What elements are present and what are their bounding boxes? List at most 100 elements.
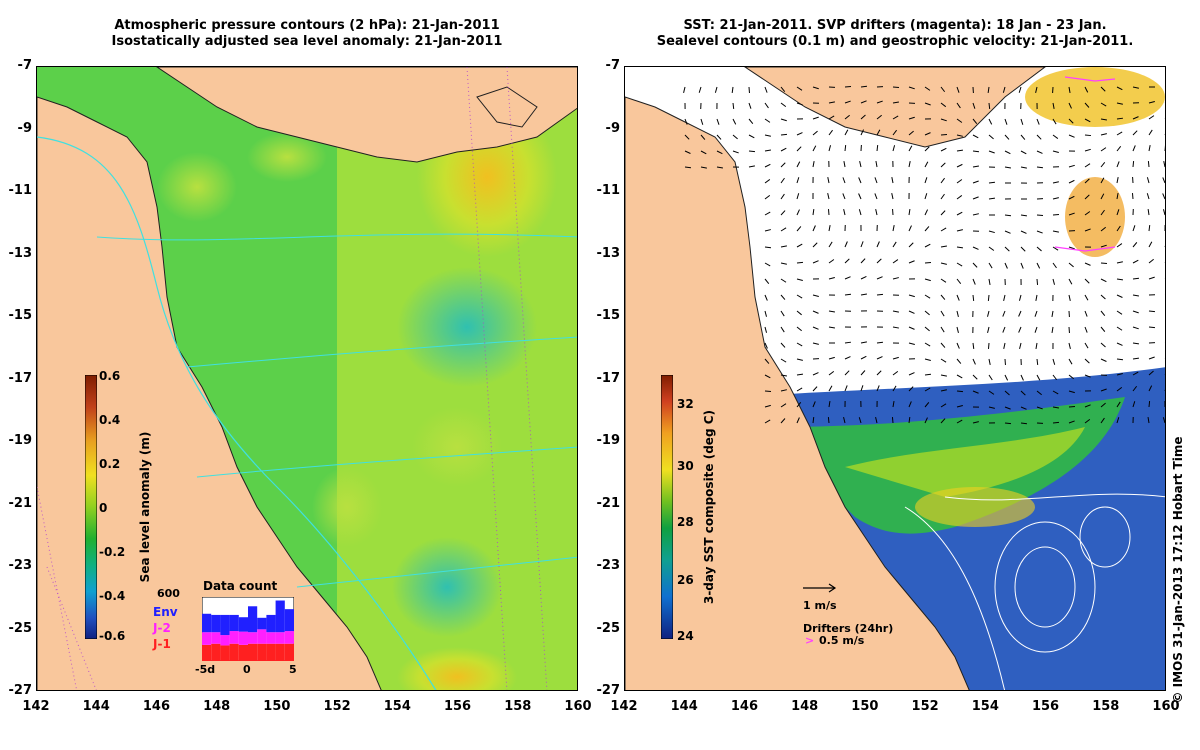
velocity-vector — [1036, 406, 1043, 410]
velocity-vector — [780, 193, 785, 200]
velocity-vector — [924, 209, 929, 216]
velocity-vector — [988, 374, 993, 381]
velocity-vector — [892, 259, 899, 264]
lat-tick-left-9: -25 — [8, 620, 33, 636]
velocity-vector — [828, 115, 835, 120]
velocity-vector — [1052, 374, 1058, 381]
data-count-bar-j2 — [257, 629, 267, 644]
velocity-vector — [876, 293, 884, 296]
velocity-vector — [1052, 134, 1059, 139]
velocity-vector — [716, 118, 720, 125]
velocity-vector — [940, 262, 947, 265]
velocity-vector — [908, 86, 915, 90]
velocity-vector — [812, 242, 818, 248]
velocity-vector — [892, 401, 895, 408]
sst-map-svg — [625, 67, 1165, 690]
velocity-vector — [1164, 262, 1165, 263]
velocity-vector — [1068, 86, 1071, 93]
velocity-vector — [812, 161, 815, 168]
velocity-vector — [876, 129, 881, 136]
velocity-vector — [1116, 225, 1121, 232]
velocity-vector — [1004, 262, 1008, 269]
velocity-vector — [844, 370, 850, 376]
velocity-vector — [844, 341, 852, 344]
velocity-vector — [764, 211, 771, 216]
velocity-vector — [764, 419, 771, 424]
sst-tick-5: 24 — [677, 629, 694, 643]
velocity-vector — [940, 294, 946, 300]
velocity-vector — [1116, 310, 1123, 315]
velocity-vector — [858, 417, 862, 424]
velocity-vector — [796, 387, 803, 392]
velocity-vector — [876, 276, 883, 280]
velocity-vector — [1052, 197, 1059, 200]
velocity-vector — [940, 177, 945, 184]
velocity-vector — [732, 134, 738, 140]
lat-tick-left-1: -9 — [17, 120, 32, 136]
velocity-vector — [1051, 310, 1054, 317]
velocity-vector — [796, 146, 802, 152]
velocity-vector — [956, 195, 963, 200]
velocity-vector — [1068, 390, 1075, 394]
velocity-vector — [796, 342, 803, 347]
data-count-chart — [202, 597, 294, 661]
velocity-vector — [940, 118, 947, 122]
velocity-vector — [1164, 389, 1165, 391]
velocity-vector — [924, 373, 932, 376]
velocity-vector — [812, 401, 816, 408]
lon-tick-right-9: 160 — [1152, 699, 1180, 714]
velocity-vector — [844, 100, 851, 104]
velocity-vector — [764, 390, 772, 393]
velocity-vector — [892, 145, 896, 152]
data-count-bar-j2 — [284, 631, 294, 644]
lat-tick-left-4: -15 — [8, 308, 33, 323]
velocity-vector — [1164, 278, 1165, 279]
lon-tick-left-5: 152 — [323, 699, 351, 714]
geostrophic-velocity-vectors — [683, 85, 1165, 425]
velocity-vector — [1003, 342, 1006, 349]
velocity-vector — [828, 310, 835, 313]
velocity-vector — [924, 294, 931, 299]
velocity-vector — [892, 385, 897, 392]
velocity-vector — [780, 262, 787, 265]
velocity-vector — [1004, 118, 1008, 125]
velocity-vector — [732, 102, 735, 110]
velocity-vector — [748, 150, 756, 153]
velocity-vector — [1068, 134, 1075, 138]
sst-tick-1: 32 — [677, 397, 694, 411]
velocity-vector — [940, 245, 947, 248]
velocity-vector — [940, 102, 947, 108]
velocity-vector — [1084, 134, 1092, 137]
velocity-vector — [1116, 373, 1123, 376]
velocity-vector — [796, 261, 804, 264]
velocity-vector — [796, 177, 800, 184]
data-count-bar-j1 — [229, 643, 239, 661]
data-count-bar-j2 — [211, 632, 221, 644]
sst-colorbar-label: 3-day SST composite (deg C) — [702, 409, 716, 605]
velocity-vector — [844, 241, 848, 248]
velocity-vector — [748, 134, 755, 139]
data-count-bar-env — [275, 600, 285, 633]
velocity-vector — [764, 102, 769, 109]
velocity-vector — [972, 213, 979, 216]
velocity-vector — [1004, 246, 1010, 252]
velocity-vector — [892, 277, 899, 280]
velocity-vector — [908, 130, 914, 136]
velocity-vector — [972, 165, 979, 168]
lat-tick-left-7: -21 — [8, 495, 33, 511]
velocity-vector — [876, 370, 882, 376]
velocity-vector — [764, 294, 768, 301]
velocity-vector — [1004, 422, 1012, 425]
velocity-vector — [1084, 194, 1090, 200]
velocity-vector — [924, 243, 931, 248]
lat-tick-right-3: -13 — [596, 245, 621, 261]
velocity-vector — [875, 209, 878, 216]
velocity-vector — [972, 358, 976, 365]
velocity-vector — [1036, 278, 1039, 286]
velocity-vector — [908, 386, 914, 392]
velocity-vector — [828, 385, 833, 392]
velocity-vector — [1036, 150, 1043, 154]
velocity-vector — [764, 179, 771, 184]
velocity-vector — [1068, 102, 1072, 109]
data-count-title: Data count — [203, 579, 278, 593]
